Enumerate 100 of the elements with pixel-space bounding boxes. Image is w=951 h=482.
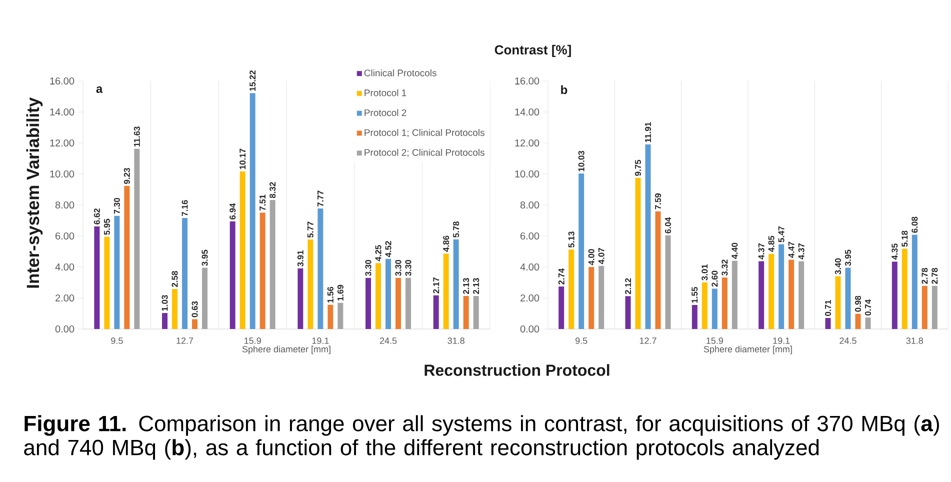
data-label: 2.17 xyxy=(433,277,440,294)
data-label: 0.63 xyxy=(192,301,198,318)
bar xyxy=(588,266,594,329)
data-label: 4.40 xyxy=(732,242,738,259)
data-label: 6.94 xyxy=(230,203,236,220)
data-label: 7.77 xyxy=(317,190,324,206)
data-label: 6.62 xyxy=(94,208,100,224)
legend-label: Clinical Protocols xyxy=(364,69,436,76)
y-tick-label: 8.00 xyxy=(55,201,74,209)
data-label: 3.30 xyxy=(405,260,412,276)
y-tick-label: 10.00 xyxy=(50,170,74,178)
y-tick-label: 0.00 xyxy=(55,325,74,333)
bar xyxy=(386,258,392,329)
x-tick-label: 24.5 xyxy=(380,338,397,344)
data-label: 2.58 xyxy=(172,271,178,287)
data-label: 8.32 xyxy=(270,182,276,198)
bar xyxy=(114,216,120,329)
bar xyxy=(722,278,728,329)
x-tick-label: 31.8 xyxy=(448,338,464,344)
bar xyxy=(712,288,718,329)
bar xyxy=(865,318,871,329)
data-label: 4.07 xyxy=(598,248,604,264)
bar xyxy=(396,278,402,329)
bar xyxy=(758,261,764,329)
x-tick-label: 9.5 xyxy=(576,338,588,344)
data-label: 3.40 xyxy=(834,258,842,274)
data-label: 7.30 xyxy=(114,198,120,214)
data-label: 5.47 xyxy=(778,226,784,242)
y-tick-label: 4.00 xyxy=(55,263,74,271)
data-label: 7.51 xyxy=(260,194,266,211)
data-label: 0.71 xyxy=(824,300,831,316)
bar xyxy=(328,304,334,329)
bar xyxy=(318,208,324,329)
legend-label: Protocol 2; Clinical Protocols xyxy=(364,148,484,157)
data-label: 9.23 xyxy=(124,168,130,184)
bar xyxy=(665,235,671,329)
data-label: 1.55 xyxy=(692,286,698,303)
bar xyxy=(376,263,382,329)
bar xyxy=(298,268,304,329)
bar xyxy=(250,93,256,329)
data-label: 5.13 xyxy=(568,232,574,248)
bar xyxy=(855,314,861,329)
x-axis-title: Sphere diameter [mm] xyxy=(704,346,792,354)
bar xyxy=(568,249,574,329)
data-label: 10.17 xyxy=(240,148,246,170)
y-axis-title: Inter-system Variability xyxy=(26,97,43,288)
bar xyxy=(768,254,774,329)
data-label: 4.35 xyxy=(892,244,898,260)
bar xyxy=(134,148,140,329)
data-label: 9.75 xyxy=(634,160,642,176)
data-label: 1.03 xyxy=(162,295,168,311)
bar xyxy=(922,286,928,329)
y-tick-label: 14.00 xyxy=(50,108,74,116)
data-label: 2.13 xyxy=(473,278,480,294)
y-tick-label: 16.00 xyxy=(515,77,540,85)
data-label: 5.18 xyxy=(902,230,908,247)
data-label: 4.25 xyxy=(375,245,382,262)
data-label: 7.59 xyxy=(654,193,662,210)
y-tick-label: 14.00 xyxy=(515,108,540,116)
bar xyxy=(845,268,851,329)
data-label: 5.95 xyxy=(104,218,110,235)
data-label: 2.78 xyxy=(922,268,928,284)
y-tick-label: 12.00 xyxy=(515,139,540,147)
bar xyxy=(338,302,344,329)
bar xyxy=(240,171,246,329)
bar xyxy=(202,268,208,329)
data-label: 3.01 xyxy=(702,264,708,280)
x-tick-label: 24.5 xyxy=(840,338,856,344)
data-label: 4.37 xyxy=(798,243,804,260)
text: Reconstruction Protocol xyxy=(424,364,610,376)
bar xyxy=(932,286,938,329)
y-tick-label: 16.00 xyxy=(50,77,74,85)
bar xyxy=(825,318,831,329)
bar xyxy=(912,234,918,329)
y-tick-label: 2.00 xyxy=(520,294,540,302)
data-label: 3.95 xyxy=(202,250,208,266)
data-label: 3.95 xyxy=(844,250,852,266)
data-label: 7.16 xyxy=(182,200,188,216)
legend-label: Protocol 1 xyxy=(364,89,406,96)
data-label: 2.13 xyxy=(463,278,470,294)
bar xyxy=(635,178,641,329)
y-tick-label: 12.00 xyxy=(50,139,74,147)
x-tick-label: 12.7 xyxy=(640,338,656,344)
y-tick-label: 10.00 xyxy=(515,170,540,178)
x-tick-label: 19.1 xyxy=(773,338,790,344)
bar xyxy=(463,296,469,329)
bar xyxy=(94,226,100,329)
bar xyxy=(778,244,784,329)
bar xyxy=(443,254,449,329)
data-label: 2.12 xyxy=(625,278,631,294)
data-label: 6.08 xyxy=(912,216,918,233)
data-label: 5.78 xyxy=(453,221,460,238)
bar xyxy=(453,239,459,329)
data-label: 15.22 xyxy=(250,70,256,91)
data-label: 11.91 xyxy=(644,122,652,142)
bar xyxy=(732,260,738,329)
bar xyxy=(578,174,584,329)
bar xyxy=(702,282,708,329)
y-tick-label: 6.00 xyxy=(520,232,540,240)
bar xyxy=(645,144,651,329)
